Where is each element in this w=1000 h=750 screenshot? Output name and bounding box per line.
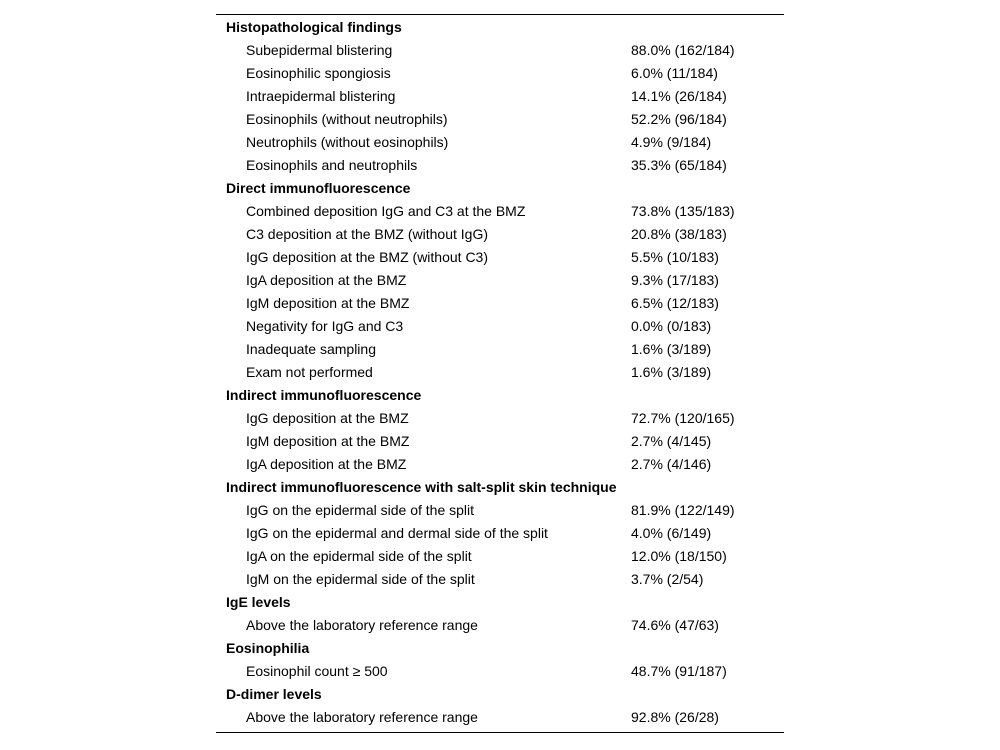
row-label: IgA on the epidermal side of the split <box>246 548 472 564</box>
table-row: Inadequate sampling 1.6% (3/189) <box>216 338 784 361</box>
table-row: Exam not performed 1.6% (3/189) <box>216 361 784 384</box>
row-value: 81.9% (122/149) <box>631 502 735 518</box>
section-header-direct-immunofluorescence: Direct immunofluorescence <box>226 180 411 196</box>
table-row: Intraepidermal blistering 14.1% (26/184) <box>216 85 784 108</box>
row-value: 0.0% (0/183) <box>631 318 712 334</box>
row-value: 48.7% (91/187) <box>631 663 727 679</box>
table-row: IgM on the epidermal side of the split 3… <box>216 568 784 591</box>
table-row: Eosinophils and neutrophils 35.3% (65/18… <box>216 154 784 177</box>
table-row: IgA deposition at the BMZ 2.7% (4/146) <box>216 453 784 476</box>
row-value: 12.0% (18/150) <box>631 548 727 564</box>
row-label: IgA deposition at the BMZ <box>246 272 407 288</box>
row-value: 4.9% (9/184) <box>631 134 712 150</box>
row-value: 6.5% (12/183) <box>631 295 719 311</box>
table-row: Eosinophil count ≥ 500 48.7% (91/187) <box>216 660 784 683</box>
table-row: IgG on the epidermal side of the split 8… <box>216 499 784 522</box>
row-label: Subepidermal blistering <box>246 42 393 58</box>
table-row: Above the laboratory reference range 92.… <box>216 706 784 729</box>
table-row: Eosinophils (without neutrophils) 52.2% … <box>216 108 784 131</box>
row-value: 35.3% (65/184) <box>631 157 727 173</box>
row-label: Exam not performed <box>246 364 373 380</box>
row-label: Intraepidermal blistering <box>246 88 396 104</box>
section-header-histopathological-findings: Histopathological findings <box>226 19 402 35</box>
row-value: 2.7% (4/146) <box>631 456 712 472</box>
row-label: Eosinophilic spongiosis <box>246 65 391 81</box>
section-header-salt-split-skin: Indirect immunofluorescence with salt-sp… <box>226 479 617 495</box>
row-label: Combined deposition IgG and C3 at the BM… <box>246 203 526 219</box>
row-value: 1.6% (3/189) <box>631 364 712 380</box>
section-header-d-dimer-levels: D-dimer levels <box>226 686 322 702</box>
table-row: Combined deposition IgG and C3 at the BM… <box>216 200 784 223</box>
table-row: Eosinophilic spongiosis 6.0% (11/184) <box>216 62 784 85</box>
row-value: 3.7% (2/54) <box>631 571 704 587</box>
row-label: C3 deposition at the BMZ (without IgG) <box>246 226 488 242</box>
table-row: IgM deposition at the BMZ 2.7% (4/145) <box>216 430 784 453</box>
row-label: IgG deposition at the BMZ (without C3) <box>246 249 488 265</box>
row-label: Eosinophils and neutrophils <box>246 157 418 173</box>
row-label: IgM on the epidermal side of the split <box>246 571 475 587</box>
table-row: Above the laboratory reference range 74.… <box>216 614 784 637</box>
row-value: 72.7% (120/165) <box>631 410 735 426</box>
row-value: 1.6% (3/189) <box>631 341 712 357</box>
row-value: 92.8% (26/28) <box>631 709 719 725</box>
row-label: IgM deposition at the BMZ <box>246 433 410 449</box>
row-label: IgG deposition at the BMZ <box>246 410 409 426</box>
table-row: C3 deposition at the BMZ (without IgG) 2… <box>216 223 784 246</box>
row-label: IgM deposition at the BMZ <box>246 295 410 311</box>
table-row: IgG deposition at the BMZ 72.7% (120/165… <box>216 407 784 430</box>
row-label: Eosinophil count ≥ 500 <box>246 663 388 679</box>
table-row: IgG on the epidermal and dermal side of … <box>216 522 784 545</box>
row-label: Above the laboratory reference range <box>246 617 478 633</box>
section-header-indirect-immunofluorescence: Indirect immunofluorescence <box>226 387 422 403</box>
row-value: 9.3% (17/183) <box>631 272 719 288</box>
row-label: Above the laboratory reference range <box>246 709 478 725</box>
row-label: IgG on the epidermal and dermal side of … <box>246 525 548 541</box>
row-value: 14.1% (26/184) <box>631 88 727 104</box>
row-value: 4.0% (6/149) <box>631 525 712 541</box>
findings-table: Histopathological findings Subepidermal … <box>216 14 784 733</box>
row-label: IgA deposition at the BMZ <box>246 456 407 472</box>
table-row: Negativity for IgG and C3 0.0% (0/183) <box>216 315 784 338</box>
row-label: IgG on the epidermal side of the split <box>246 502 475 518</box>
row-label: Negativity for IgG and C3 <box>246 318 404 334</box>
section-header-eosinophilia: Eosinophilia <box>226 640 310 656</box>
table-row: Subepidermal blistering 88.0% (162/184) <box>216 39 784 62</box>
row-value: 5.5% (10/183) <box>631 249 719 265</box>
table-row: Neutrophils (without eosinophils) 4.9% (… <box>216 131 784 154</box>
row-value: 73.8% (135/183) <box>631 203 735 219</box>
table-row: IgA deposition at the BMZ 9.3% (17/183) <box>216 269 784 292</box>
table-row: IgG deposition at the BMZ (without C3) 5… <box>216 246 784 269</box>
row-value: 88.0% (162/184) <box>631 42 735 58</box>
row-value: 6.0% (11/184) <box>631 65 718 81</box>
row-label: Eosinophils (without neutrophils) <box>246 111 448 127</box>
row-value: 74.6% (47/63) <box>631 617 719 633</box>
section-header-ige-levels: IgE levels <box>226 594 291 610</box>
table-row: IgA on the epidermal side of the split 1… <box>216 545 784 568</box>
row-value: 2.7% (4/145) <box>631 433 712 449</box>
table-row: IgM deposition at the BMZ 6.5% (12/183) <box>216 292 784 315</box>
row-label: Inadequate sampling <box>246 341 376 357</box>
row-label: Neutrophils (without eosinophils) <box>246 134 449 150</box>
row-value: 52.2% (96/184) <box>631 111 727 127</box>
row-value: 20.8% (38/183) <box>631 226 727 242</box>
